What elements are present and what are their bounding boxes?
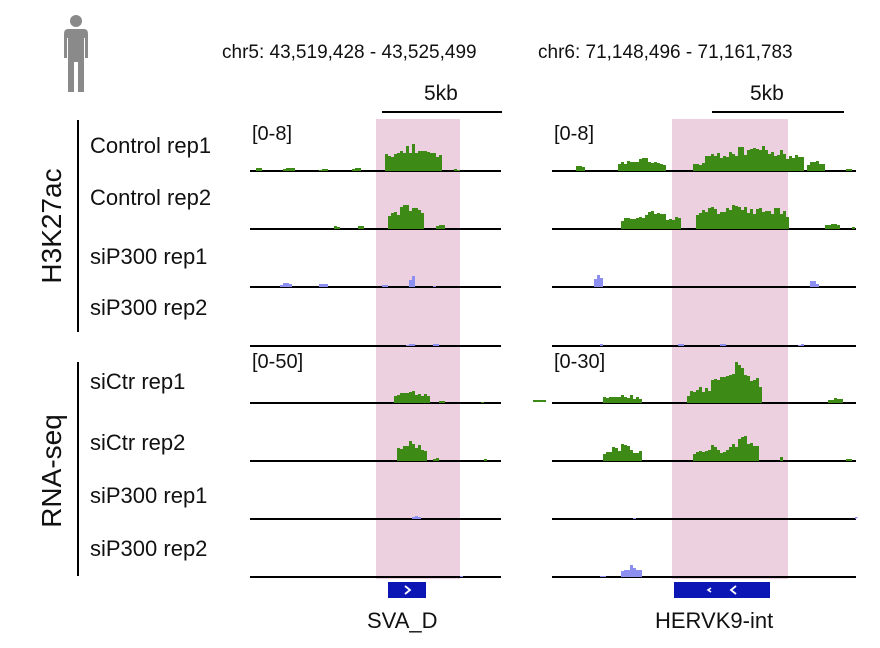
right-chip-range-label: [0-8] (554, 123, 595, 145)
track-label-sip300-chip-rep1: siP300 rep1 (90, 244, 208, 269)
left-coverage-signal (250, 144, 502, 171)
track-label-sip300-rna-rep1: siP300 rep1 (90, 483, 208, 508)
left-coverage-signal (250, 205, 502, 229)
track-label-control-rep2: Control rep2 (90, 185, 212, 210)
right-coverage-signal (552, 362, 858, 403)
left-coverage-signal (250, 391, 502, 403)
left-rna-range-label: [0-50] (252, 351, 304, 373)
left-chip-range-label: [0-8] (252, 123, 293, 145)
track-label-sip300-chip-rep2: siP300 rep2 (90, 295, 208, 320)
chip-group-bar (77, 120, 79, 332)
left-locus-coordinate: chr5: 43,519,428 - 43,525,499 (222, 42, 477, 63)
left-coverage-signal (250, 344, 502, 346)
left-coverage-signal (250, 441, 502, 461)
left-scale-label: 5kb (424, 82, 458, 105)
right-coverage-signal (552, 436, 858, 461)
right-coverage-signal (552, 205, 858, 229)
rna-group-bar (77, 362, 79, 576)
right-highlight-region (672, 119, 788, 579)
right-coverage-signal (552, 275, 858, 287)
track-label-sip300-rna-rep2: siP300 rep2 (90, 536, 208, 561)
human-silhouette-icon (64, 15, 88, 92)
right-coverage-signal (552, 565, 858, 577)
right-scale-bar (712, 111, 844, 113)
track-label-sictr-rep1: siCtr rep1 (90, 369, 186, 394)
right-gene-label: HERVK9-int (655, 608, 774, 633)
left-gene-model (388, 582, 426, 598)
left-coverage-signal (250, 276, 502, 287)
track-label-control-rep1: Control rep1 (90, 133, 212, 158)
right-gene-model (674, 582, 770, 598)
right-rna-range-label: [0-30] (554, 351, 606, 373)
left-highlight-region (376, 119, 460, 579)
left-scale-bar (382, 111, 502, 113)
track-label-sictr-rep2: siCtr rep2 (90, 430, 186, 455)
right-scale-label: 5kb (750, 82, 784, 105)
left-gene-label: SVA_D (367, 608, 438, 633)
right-coverage-signal (552, 146, 858, 171)
right-locus-coordinate: chr6: 71,148,496 - 71,161,783 (538, 42, 793, 63)
